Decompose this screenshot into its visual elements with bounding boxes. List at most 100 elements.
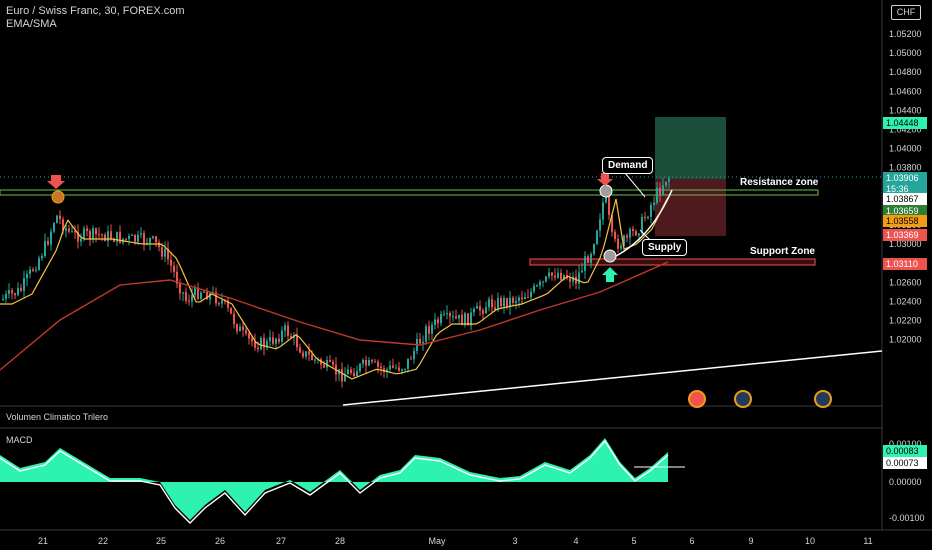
candle-body bbox=[341, 369, 343, 382]
macd-histogram[interactable] bbox=[0, 438, 668, 520]
currency-button[interactable]: CHF bbox=[891, 5, 921, 20]
time-tick-label: 25 bbox=[156, 536, 166, 546]
indicator-label[interactable]: EMA/SMA bbox=[6, 18, 57, 30]
trendline[interactable] bbox=[342, 350, 883, 406]
candle-body bbox=[323, 364, 325, 368]
candle-body bbox=[107, 231, 109, 242]
candlestick-series[interactable] bbox=[2, 176, 670, 388]
candle-body bbox=[200, 292, 202, 299]
time-tick-label: 9 bbox=[748, 536, 753, 546]
candle-body bbox=[392, 365, 394, 368]
price-tick-label: 1.04200 bbox=[889, 125, 922, 135]
candle-body bbox=[131, 234, 133, 236]
candle-body bbox=[257, 347, 259, 350]
macd-tick-label: 0.00100 bbox=[889, 439, 922, 449]
candle-body bbox=[410, 358, 412, 360]
candle-body bbox=[470, 312, 472, 326]
candle-body bbox=[668, 179, 670, 182]
support-zone-rect[interactable] bbox=[529, 258, 816, 266]
candle-body bbox=[233, 313, 235, 325]
candle-body bbox=[548, 272, 550, 277]
ema-line[interactable] bbox=[0, 197, 669, 380]
candle-body bbox=[116, 231, 118, 242]
candle-body bbox=[521, 297, 523, 300]
candle-body bbox=[383, 368, 385, 372]
candle-body bbox=[329, 360, 331, 362]
candle-body bbox=[101, 234, 103, 236]
event-icon[interactable] bbox=[814, 390, 832, 408]
event-icon[interactable] bbox=[688, 390, 706, 408]
resistance-zone-rect[interactable] bbox=[0, 189, 819, 196]
candle-body bbox=[572, 276, 574, 282]
time-tick-label: 26 bbox=[215, 536, 225, 546]
candle-body bbox=[221, 300, 223, 304]
candle-body bbox=[380, 366, 382, 369]
candle-body bbox=[296, 334, 298, 348]
candle-body bbox=[587, 256, 589, 263]
candle-body bbox=[218, 303, 220, 305]
candle-body bbox=[596, 230, 598, 245]
candle-body bbox=[62, 219, 64, 231]
candle-body bbox=[332, 361, 334, 365]
price-tick-label: 1.02600 bbox=[889, 277, 922, 287]
time-tick-label: 4 bbox=[573, 536, 578, 546]
candle-body bbox=[395, 367, 397, 369]
candle-body bbox=[254, 341, 256, 348]
candle-body bbox=[188, 300, 190, 302]
event-icon[interactable] bbox=[734, 390, 752, 408]
candle-body bbox=[350, 369, 352, 373]
time-tick-label: 11 bbox=[863, 536, 872, 546]
candle-body bbox=[365, 359, 367, 366]
candle-body bbox=[308, 351, 310, 355]
candle-body bbox=[17, 287, 19, 296]
candle-body bbox=[659, 187, 661, 195]
candle-body bbox=[557, 272, 559, 278]
macd-pane-title[interactable]: MACD bbox=[6, 435, 33, 445]
sma-line[interactable] bbox=[0, 261, 669, 371]
candle-body bbox=[638, 233, 640, 236]
candle-body bbox=[488, 299, 490, 308]
stop-loss-zone[interactable] bbox=[655, 179, 726, 236]
candle-body bbox=[266, 341, 268, 348]
take-profit-zone[interactable] bbox=[655, 117, 726, 179]
resistance-zone-label[interactable]: Resistance zone bbox=[740, 177, 819, 188]
candle-body bbox=[641, 216, 643, 234]
candle-body bbox=[560, 272, 562, 280]
candle-body bbox=[209, 292, 211, 300]
candle-body bbox=[68, 228, 70, 232]
chart-title: Euro / Swiss Franc, 30, FOREX.com bbox=[6, 5, 185, 17]
time-axis[interactable]: 21 22 25 26 27 28 May 3 4 5 6 9 10 11 bbox=[38, 536, 873, 546]
demand-touch-marker[interactable] bbox=[599, 184, 613, 198]
candle-body bbox=[74, 231, 76, 233]
support-zone-label[interactable]: Support Zone bbox=[750, 246, 815, 257]
resistance-touch-marker[interactable] bbox=[51, 190, 65, 204]
candle-body bbox=[581, 270, 583, 273]
candle-body bbox=[524, 297, 526, 300]
macd-axis[interactable]: 0.00100 0.00000 -0.00100 bbox=[889, 439, 925, 523]
supply-callout[interactable]: Supply bbox=[642, 239, 688, 256]
down-arrow-icon bbox=[47, 175, 65, 189]
candle-body bbox=[644, 216, 646, 219]
candle-body bbox=[275, 338, 277, 344]
price-axis[interactable]: 1.05200 1.05000 1.04800 1.04600 1.04400 1.042… bbox=[889, 29, 922, 345]
price-tick-label: 1.04000 bbox=[889, 144, 922, 154]
macd-tag: 0.00083 bbox=[883, 445, 927, 457]
curved-arrow-line[interactable] bbox=[611, 189, 673, 259]
demand-callout[interactable]: Demand bbox=[602, 157, 654, 174]
macd-line[interactable] bbox=[0, 439, 669, 524]
price-tick-label: 1.03800 bbox=[889, 163, 922, 173]
candle-body bbox=[419, 338, 421, 344]
candle-body bbox=[260, 337, 262, 350]
candle-body bbox=[425, 326, 427, 342]
candle-body bbox=[326, 360, 328, 368]
candle-body bbox=[503, 297, 505, 307]
candle-body bbox=[185, 292, 187, 301]
candle-body bbox=[650, 205, 652, 217]
volume-pane-title[interactable]: Volumen Climatico Trilero bbox=[6, 412, 109, 422]
candle-body bbox=[632, 229, 634, 231]
candle-body bbox=[170, 259, 172, 266]
candle-body bbox=[272, 337, 274, 344]
support-touch-marker[interactable] bbox=[603, 249, 617, 263]
